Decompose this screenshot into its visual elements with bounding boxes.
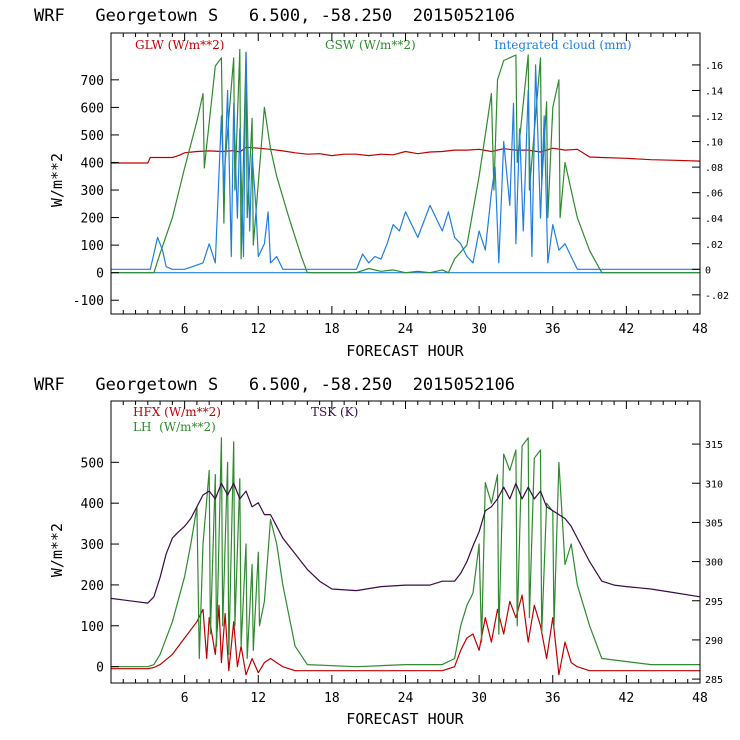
- y-tick-label: 300: [81, 184, 104, 199]
- series-line-1-1: [111, 437, 700, 668]
- x-tick-label: 42: [619, 691, 635, 706]
- series-line-0-1: [111, 48, 700, 274]
- y-tick-label: 0: [96, 267, 104, 282]
- x-tick-label: 36: [545, 691, 561, 706]
- y-tick-label: 700: [81, 74, 104, 89]
- series-line-0-2: [111, 51, 700, 270]
- y-tick-label: 400: [81, 156, 104, 171]
- x-tick-label: 18: [324, 691, 340, 706]
- legend-tsk: TSK (K): [311, 405, 358, 419]
- x-tick-label: 24: [398, 691, 414, 706]
- legend-hfx: HFX (W/m**2): [133, 405, 221, 419]
- y-tick-label: 100: [81, 239, 104, 254]
- legend-gsw: GSW (W/m**2): [325, 38, 416, 52]
- x-tick-label: 36: [545, 322, 561, 337]
- y2-tick-label: 315: [705, 440, 723, 451]
- legend-glw: GLW (W/m**2): [135, 38, 224, 52]
- y-tick-label: 300: [81, 538, 104, 553]
- series-line-1-0: [111, 594, 700, 676]
- legend-lh: LH (W/m**2): [133, 420, 216, 434]
- y-tick-label: 600: [81, 101, 104, 116]
- bottom-panel: WRF Georgetown S 6.500, -58.250 20150521…: [34, 375, 723, 728]
- panel-1-title: WRF Georgetown S 6.500, -58.250 20150521…: [34, 6, 515, 26]
- x-tick-label: 6: [181, 691, 189, 706]
- y2-tick-label: 300: [705, 558, 723, 569]
- y2-tick-label: 305: [705, 518, 723, 529]
- y-tick-label: 200: [81, 579, 104, 594]
- x-tick-label: 42: [619, 322, 635, 337]
- y-tick-label: 500: [81, 129, 104, 144]
- x-tick-label: 24: [398, 322, 414, 337]
- x-tick-label: 12: [250, 691, 266, 706]
- y2-tick-label: 0: [705, 265, 711, 276]
- x-tick-label: 30: [471, 691, 487, 706]
- y2-tick-label: .02: [705, 240, 723, 251]
- x-tick-label: 30: [471, 322, 487, 337]
- y2-tick-label: .10: [705, 138, 723, 149]
- panel-2-title: WRF Georgetown S 6.500, -58.250 20150521…: [34, 375, 515, 395]
- x-tick-label: 6: [181, 322, 189, 337]
- plot-frame: [110, 32, 701, 315]
- y-tick-label: 0: [96, 661, 104, 676]
- series-line-0-0: [111, 146, 700, 164]
- y2-tick-label: 310: [705, 479, 723, 490]
- panel-2-xlabel: FORECAST HOUR: [346, 710, 464, 728]
- y2-tick-label: -.02: [705, 291, 729, 302]
- y2-tick-label: 285: [705, 675, 723, 686]
- y2-tick-label: .08: [705, 163, 723, 174]
- x-tick-label: 18: [324, 322, 340, 337]
- y2-tick-label: .14: [705, 86, 723, 97]
- y-tick-label: 500: [81, 456, 104, 471]
- panel-1-ylabel: W/m**2: [48, 153, 66, 207]
- series-line-1-2: [111, 482, 700, 604]
- y-tick-label: 100: [81, 620, 104, 635]
- panel-2-ylabel: W/m**2: [48, 523, 66, 577]
- x-tick-label: 48: [692, 691, 708, 706]
- x-tick-label: 48: [692, 322, 708, 337]
- y-tick-label: -100: [73, 294, 104, 309]
- y2-tick-label: 295: [705, 597, 723, 608]
- y2-tick-label: .04: [705, 214, 723, 225]
- panel-1-xlabel: FORECAST HOUR: [346, 342, 464, 360]
- x-tick-label: 12: [250, 322, 266, 337]
- top-panel: WRF Georgetown S 6.500, -58.250 20150521…: [34, 6, 729, 360]
- y2-tick-label: 290: [705, 636, 723, 647]
- y2-tick-label: .16: [705, 61, 723, 72]
- y-tick-label: 200: [81, 212, 104, 227]
- legend-cloud: Integrated cloud (mm): [494, 38, 632, 52]
- y2-tick-label: .06: [705, 189, 723, 200]
- y-tick-label: 400: [81, 497, 104, 512]
- y2-tick-label: .12: [705, 112, 723, 123]
